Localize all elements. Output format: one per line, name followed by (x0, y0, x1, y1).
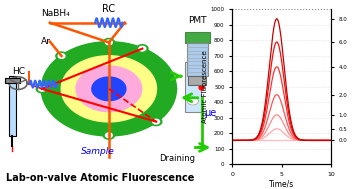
Text: PMT: PMT (188, 16, 207, 25)
Polygon shape (36, 85, 48, 93)
Polygon shape (56, 52, 67, 60)
Y-axis label: Atomic Fluorescence: Atomic Fluorescence (202, 51, 208, 123)
Polygon shape (76, 66, 142, 112)
Bar (187, 43, 207, 76)
Text: RC: RC (102, 5, 116, 14)
Polygon shape (187, 97, 198, 105)
Bar (185, 32, 210, 43)
Text: Lab-on-valve Atomic Fluorescence: Lab-on-valve Atomic Fluorescence (6, 173, 194, 183)
Text: Draining: Draining (159, 154, 195, 163)
Bar (188, 76, 206, 85)
Polygon shape (153, 119, 159, 124)
Polygon shape (150, 118, 162, 125)
Polygon shape (42, 42, 176, 135)
Bar (9, 76, 16, 136)
Text: Sample: Sample (81, 147, 114, 156)
Polygon shape (105, 133, 112, 138)
Polygon shape (92, 77, 126, 101)
Bar (5, 78, 20, 83)
Text: μe: μe (204, 108, 216, 118)
Text: HC: HC (12, 67, 24, 76)
Polygon shape (105, 40, 112, 45)
Polygon shape (39, 87, 45, 91)
Text: NaBH₄: NaBH₄ (41, 9, 69, 18)
Text: Ar: Ar (41, 37, 51, 46)
X-axis label: Time/s: Time/s (269, 180, 294, 189)
Polygon shape (103, 39, 114, 46)
Polygon shape (9, 77, 27, 89)
Polygon shape (137, 45, 148, 53)
Bar (185, 62, 201, 112)
Polygon shape (58, 54, 65, 58)
Polygon shape (103, 131, 114, 139)
Polygon shape (61, 56, 157, 122)
Polygon shape (187, 71, 198, 79)
Polygon shape (139, 46, 146, 51)
